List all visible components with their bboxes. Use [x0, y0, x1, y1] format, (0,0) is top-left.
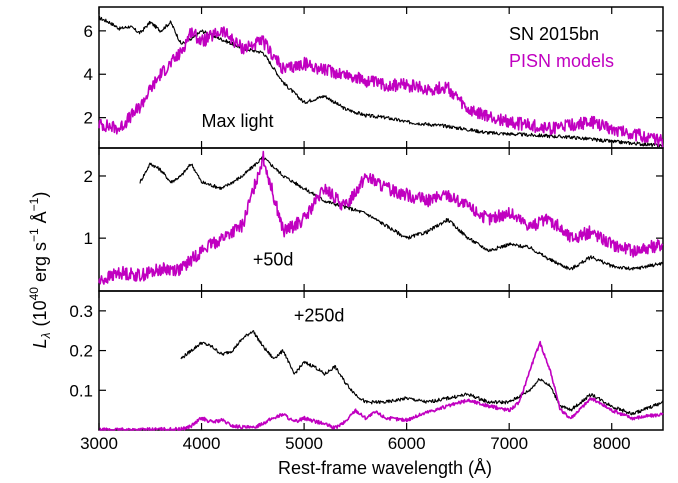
series-observed-panel-2 — [139, 155, 664, 271]
x-tick-label: 7000 — [490, 434, 528, 453]
panel-label-3: +250d — [294, 306, 345, 326]
panel-frame-3 — [98, 290, 664, 431]
series-model-panel-2 — [98, 150, 664, 285]
series-observed-panel-1 — [98, 15, 664, 148]
y-tick-label-panel-3: 0.2 — [69, 342, 93, 361]
legend-entry-model: PISN models — [509, 51, 614, 71]
series-observed-panel-3 — [180, 330, 664, 416]
x-tick-label: 6000 — [388, 434, 426, 453]
x-tick-label: 5000 — [285, 434, 323, 453]
series-model-panel-3 — [98, 340, 664, 431]
panel-frame-2 — [98, 147, 664, 292]
x-tick-label: 3000 — [80, 434, 118, 453]
legend-entry-observed: SN 2015bn — [509, 24, 599, 44]
panel-label-2: +50d — [253, 249, 294, 269]
y-tick-label-panel-2: 1 — [84, 229, 93, 248]
y-tick-label-panel-3: 0.1 — [69, 381, 93, 400]
series-model-panel-1 — [98, 26, 664, 148]
y-tick-label-panel-1: 6 — [84, 22, 93, 41]
x-tick-label: 4000 — [183, 434, 221, 453]
y-tick-label-panel-1: 4 — [84, 65, 93, 84]
x-tick-label: 8000 — [593, 434, 631, 453]
y-tick-label-panel-2: 2 — [84, 167, 93, 186]
y-tick-label-panel-1: 2 — [84, 109, 93, 128]
panel-label-1: Max light — [202, 111, 274, 131]
y-axis-title: Lλ(1040 erg s−1 Å−1) — [27, 192, 53, 349]
svg-text:Lλ(1040 erg s−1 Å−1): Lλ(1040 erg s−1 Å−1) — [27, 192, 53, 349]
x-axis-title: Rest-frame wavelength (Å) — [278, 458, 492, 478]
y-tick-label-panel-3: 0.3 — [69, 302, 93, 321]
